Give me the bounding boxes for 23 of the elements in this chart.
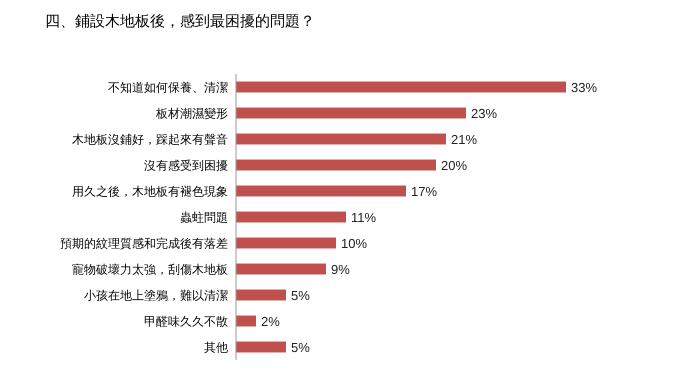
category-label: 小孩在地上塗鴉，難以清潔 (84, 288, 228, 302)
data-label: 5% (291, 340, 310, 355)
data-label: 5% (291, 288, 310, 303)
data-label: 10% (341, 236, 368, 251)
data-label: 21% (451, 132, 478, 147)
data-label: 17% (411, 184, 438, 199)
data-label: 9% (331, 262, 350, 277)
data-label: 33% (571, 80, 598, 95)
category-label: 寵物破壞力太強，刮傷木地板 (72, 262, 228, 276)
data-label: 11% (351, 210, 376, 225)
category-label: 預期的紋理質感和完成後有落差 (60, 236, 228, 250)
category-label: 蟲蛀問題 (180, 210, 228, 224)
category-label: 沒有感受到困擾 (144, 158, 228, 172)
category-label: 甲醛味久久不散 (144, 314, 228, 328)
data-label: 2% (261, 314, 280, 329)
category-label: 不知道如何保養、清潔 (108, 80, 228, 94)
data-label: 20% (441, 158, 468, 173)
data-label: 23% (471, 106, 498, 121)
title: 四、鋪設木地板後，感到最困擾的問題？ (45, 13, 315, 30)
category-label: 其他 (204, 340, 228, 354)
category-label: 板材潮濕變形 (156, 106, 228, 120)
category-label: 用久之後，木地板有褪色現象 (72, 184, 228, 198)
category-label: 木地板沒鋪好，踩起來有聲音 (72, 132, 228, 146)
